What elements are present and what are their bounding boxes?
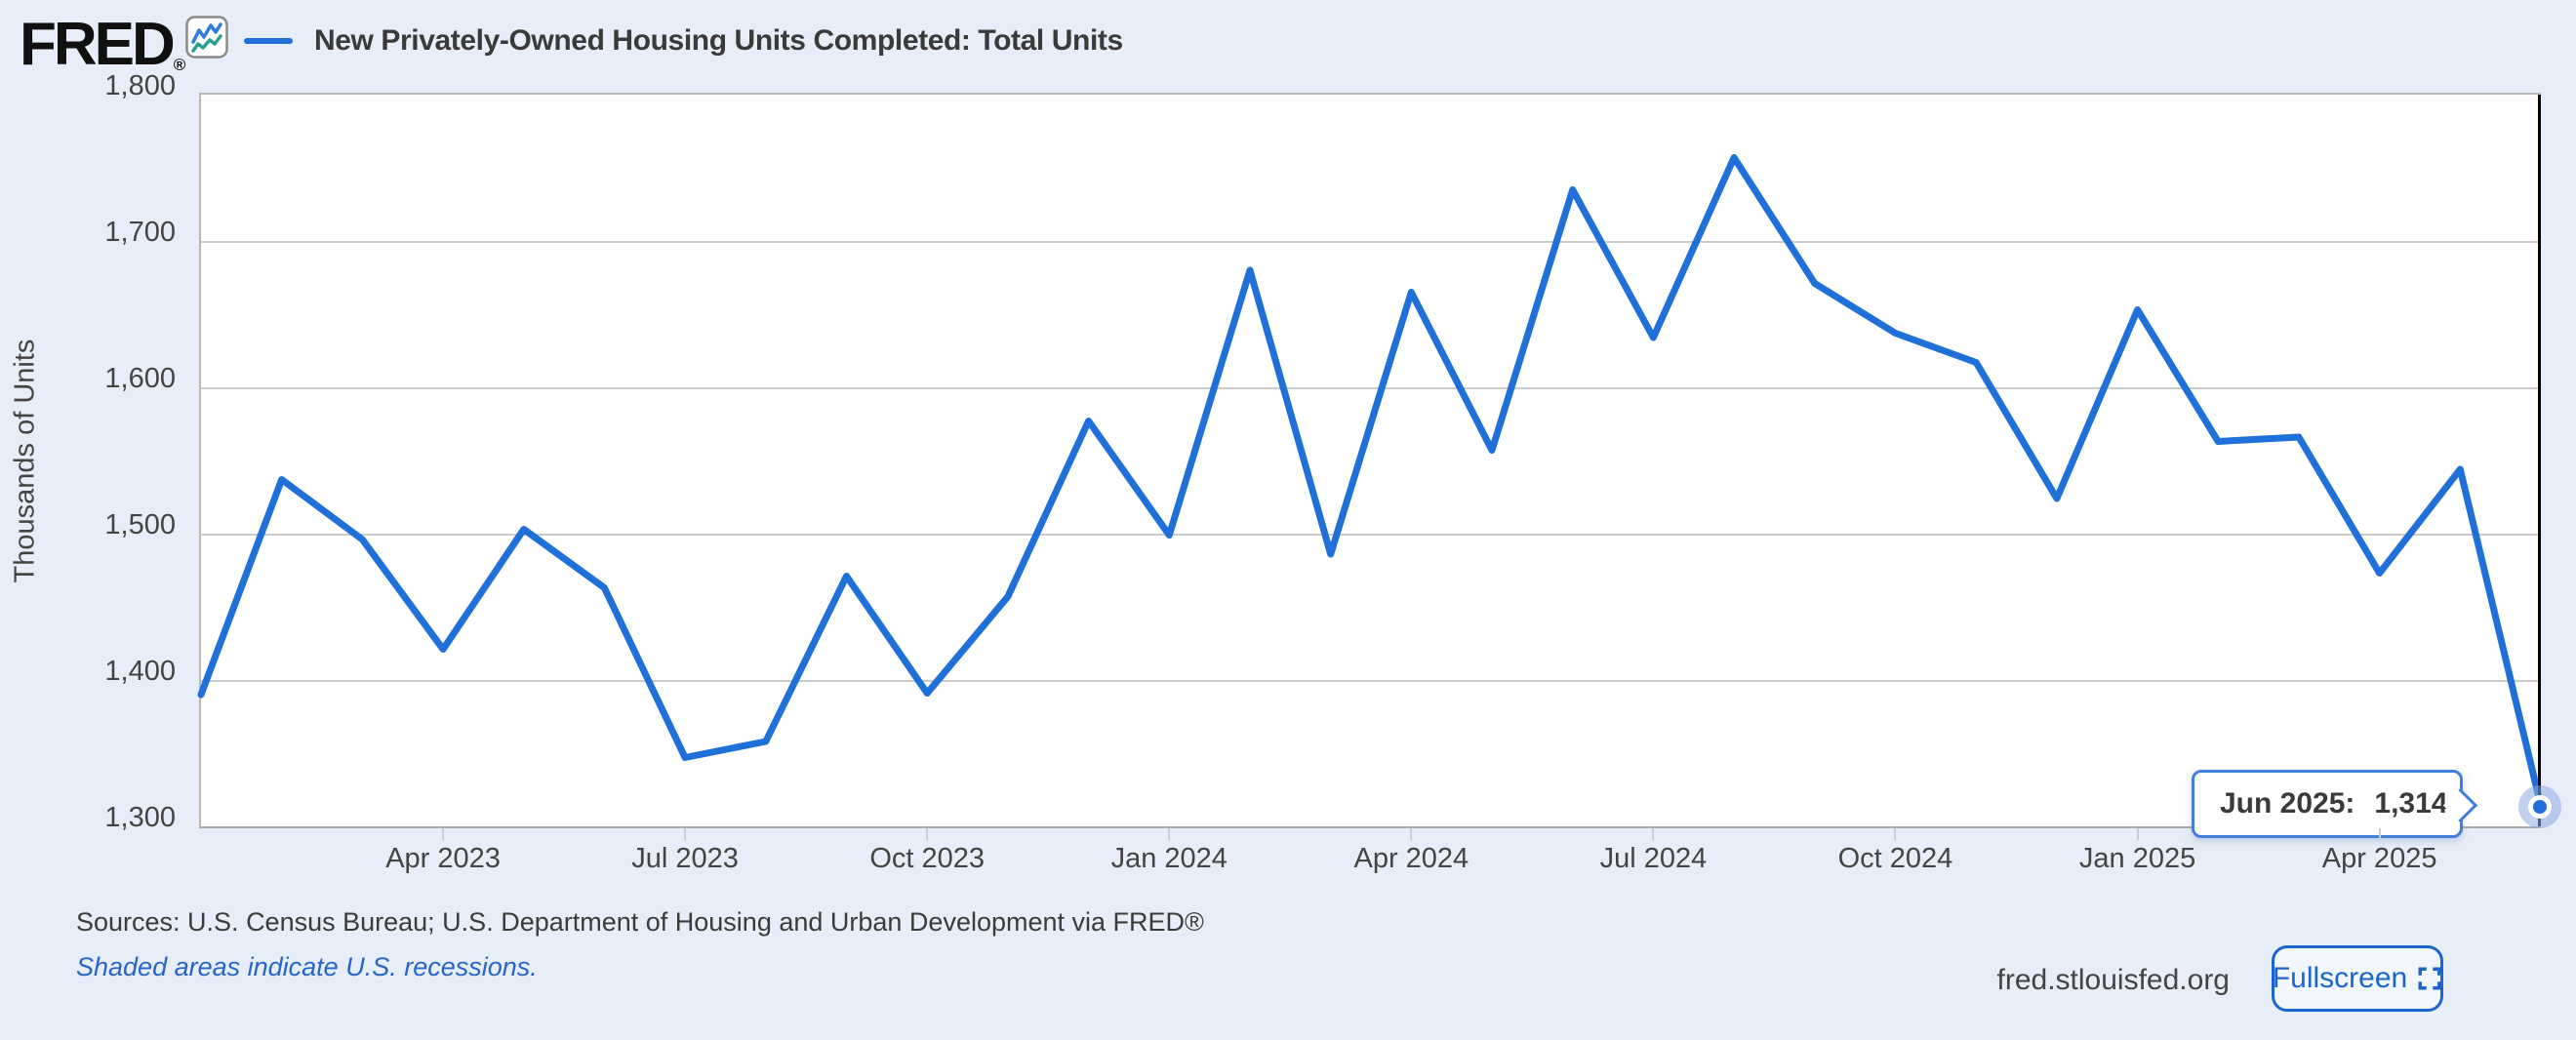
y-tick-label: 1,800 — [104, 70, 176, 101]
fred-site-text: fred.stlouisfed.org — [1996, 964, 2230, 996]
gridline-1700 — [201, 241, 2541, 243]
x-tick-mark — [442, 828, 445, 840]
tooltip-date: Jun 2025: — [2220, 787, 2355, 820]
x-tick-label: Oct 2024 — [1837, 843, 1953, 874]
y-tick-label: 1,700 — [104, 217, 176, 248]
fullscreen-button[interactable]: Fullscreen — [2272, 945, 2443, 1012]
x-tick-mark — [1652, 828, 1655, 840]
series-color-swatch — [244, 38, 293, 44]
data-point-marker — [2533, 800, 2547, 814]
x-tick-mark — [926, 828, 929, 840]
x-tick-mark — [2378, 828, 2381, 840]
x-tick-label: Jan 2025 — [2078, 843, 2196, 874]
y-tick-label: 1,400 — [104, 656, 176, 687]
x-tick-label: Jul 2024 — [1599, 843, 1708, 874]
sources-text: Sources: U.S. Census Bureau; U.S. Depart… — [76, 907, 1204, 937]
x-tick-label: Jan 2024 — [1110, 843, 1228, 874]
x-tick-label: Oct 2023 — [869, 843, 986, 874]
x-tick-mark — [1168, 828, 1171, 840]
gridline-1400 — [201, 680, 2541, 682]
fullscreen-icon — [2417, 966, 2442, 991]
tooltip-value: 1,314 — [2374, 787, 2448, 820]
x-tick-mark — [1410, 828, 1413, 840]
series-title: New Privately-Owned Housing Units Comple… — [314, 24, 1123, 57]
x-tick-mark — [684, 828, 687, 840]
fred-logo-text: FRED — [20, 11, 176, 78]
crosshair-line — [2538, 95, 2541, 826]
data-tooltip: Jun 2025: 1,314 — [2192, 770, 2478, 838]
line-series — [197, 154, 2545, 810]
gridline-1500 — [201, 534, 2541, 536]
x-tick-label: Apr 2023 — [385, 843, 501, 874]
series-legend: New Privately-Owned Housing Units Comple… — [244, 24, 1123, 57]
x-tick-label: Apr 2025 — [2321, 843, 2437, 874]
fred-sparkline-icon — [185, 16, 228, 59]
x-tick-label: Apr 2024 — [1353, 843, 1469, 874]
y-tick-label: 1,600 — [104, 363, 176, 394]
recession-note: Shaded areas indicate U.S. recessions. — [76, 952, 538, 981]
plot-area[interactable]: Jun 2025: 1,314 — [197, 93, 2561, 838]
x-tick-mark — [2136, 828, 2139, 840]
x-tick-label: Jul 2023 — [631, 843, 739, 874]
x-tick-mark — [1894, 828, 1897, 840]
fred-logo[interactable]: FRED® — [20, 10, 185, 79]
y-tick-label: 1,500 — [104, 509, 176, 540]
y-tick-label: 1,300 — [104, 802, 176, 833]
fullscreen-label: Fullscreen — [2272, 962, 2408, 994]
y-axis-title: Thousands of Units — [9, 339, 41, 583]
gridline-1600 — [201, 387, 2541, 389]
